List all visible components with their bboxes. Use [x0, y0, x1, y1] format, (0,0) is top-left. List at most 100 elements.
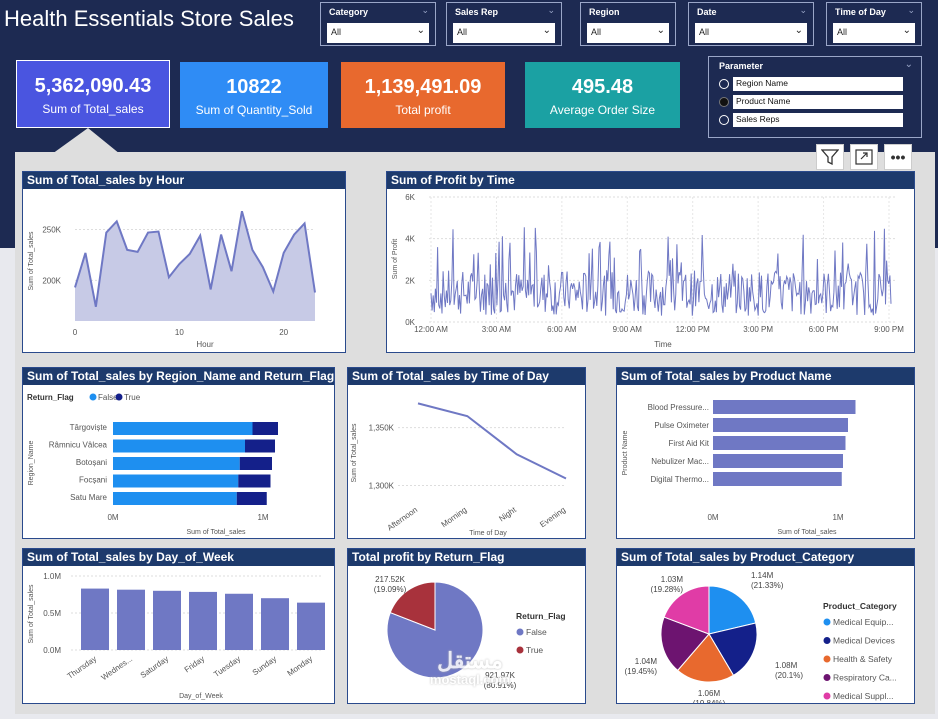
- bar: [81, 588, 109, 650]
- parameter-option-label: Product Name: [733, 95, 903, 109]
- chevron-down-icon: ⌄: [794, 25, 803, 36]
- legend-title: Return_Flag: [516, 611, 566, 621]
- more-options-icon[interactable]: •••: [884, 144, 912, 170]
- parameter-option[interactable]: Product Name: [719, 95, 905, 109]
- chart-title: Sum of Total_sales by Product_Category: [617, 549, 914, 566]
- focus-mode-icon[interactable]: [850, 144, 878, 170]
- chevron-up-icon[interactable]: ⌄: [907, 5, 915, 15]
- category-label: Digital Thermo...: [650, 475, 709, 484]
- slicer-category[interactable]: Category ⌄ All ⌄: [320, 2, 436, 46]
- category-label: Satu Mare: [70, 493, 107, 502]
- legend-marker: [823, 692, 831, 700]
- slicer-dropdown[interactable]: All ⌄: [327, 23, 429, 43]
- y-axis-label: Sum of Total_sales: [28, 231, 35, 291]
- chart-sales-by-product[interactable]: Sum of Total_sales by Product Name Blood…: [616, 367, 915, 539]
- chart-svg: 0K 2K 4K 6K 12:00 AM 3:00 AM 6:00 AM 9:00 AM 12:…: [392, 193, 904, 349]
- radio-icon[interactable]: [719, 79, 729, 89]
- y-axis-label: Region_Name: [28, 441, 35, 486]
- chart-profit-by-return[interactable]: Total profit by Return_Flag 921.97K (80.9…: [347, 548, 586, 704]
- kpi-quantity-sold[interactable]: 10822 Sum of Quantity_Sold: [180, 62, 328, 128]
- radio-icon[interactable]: [719, 115, 729, 125]
- bar: [261, 598, 289, 650]
- slicer-dropdown[interactable]: All ⌄: [833, 23, 915, 43]
- x-tick-label: 0M: [707, 513, 718, 522]
- chart-svg: Return_Flag False True Târgoviște Râmnicu Vâ…: [27, 393, 278, 536]
- y-axis-label: Product Name: [622, 431, 629, 476]
- chart-profit-by-time[interactable]: Sum of Profit by Time 0K 2K 4K 6K 12:00 AM 3:…: [386, 171, 915, 353]
- legend-label: Medical Devices: [833, 636, 895, 646]
- legend-marker: [115, 393, 123, 401]
- parameter-option-label: Sales Reps: [733, 113, 903, 127]
- x-axis-label: Day_of_Week: [179, 693, 223, 700]
- x-tick-label: 0M: [107, 513, 118, 522]
- x-tick-label: 12:00 PM: [676, 325, 711, 334]
- slicer-dropdown[interactable]: All ⌄: [695, 23, 807, 43]
- y-axis-label: Sum of Total_sales: [351, 423, 358, 483]
- x-tick-label: Friday: [183, 654, 206, 674]
- slicer-region[interactable]: Region All ⌄: [580, 2, 676, 46]
- category-label: Botoșani: [76, 458, 107, 467]
- y-tick-label: 2K: [405, 276, 415, 285]
- slicer-time-of-day[interactable]: Time of Day ⌄ All ⌄: [826, 2, 922, 46]
- x-tick-label: 6:00 PM: [809, 325, 839, 334]
- kpi-total-profit[interactable]: 1,139,491.09 Total profit: [341, 62, 505, 128]
- y-tick-label: 250K: [42, 226, 61, 235]
- slicer-date[interactable]: Date ⌄ All ⌄: [688, 2, 814, 46]
- chart-sales-by-hour[interactable]: Sum of Total_sales by Hour 200K 250K 0 10 20…: [22, 171, 346, 353]
- slicer-sales-rep[interactable]: Sales Rep ⌄ All ⌄: [446, 2, 562, 46]
- chart-sales-by-category[interactable]: Sum of Total_sales by Product_Category 1…: [616, 548, 915, 704]
- series-line: [417, 402, 567, 480]
- chevron-up-icon[interactable]: ⌄: [421, 5, 429, 15]
- data-label: 1.03M: [661, 575, 684, 584]
- filter-icon[interactable]: [816, 144, 844, 170]
- chart-title: Sum of Total_sales by Region_Name and Re…: [23, 368, 334, 385]
- category-label: Focșani: [79, 476, 107, 485]
- data-label-percent: (80.91%): [484, 681, 517, 690]
- chart-sales-by-day[interactable]: Sum of Total_sales by Day_of_Week 0.0M 0.…: [22, 548, 335, 704]
- legend-marker: [516, 628, 524, 636]
- y-tick-label: 1.0M: [43, 572, 61, 581]
- x-tick-label: 10: [175, 328, 184, 337]
- kpi-value: 495.48: [571, 76, 634, 98]
- slicer-value: All: [457, 27, 468, 37]
- slicer-label: Category: [329, 7, 369, 17]
- slicer-dropdown[interactable]: All ⌄: [587, 23, 669, 43]
- data-label: 1.14M: [751, 571, 774, 580]
- x-tick-label: Afternoon: [386, 505, 420, 532]
- area-fill: [75, 211, 315, 321]
- parameter-option-label: Region Name: [733, 77, 903, 91]
- kpi-caption: Sum of Total_sales: [42, 102, 144, 116]
- legend-label: False: [526, 627, 547, 637]
- parameter-option[interactable]: Region Name: [719, 77, 905, 91]
- kpi-total-sales[interactable]: 5,362,090.43 Sum of Total_sales: [16, 60, 170, 128]
- bar: [189, 591, 217, 650]
- legend-title: Return_Flag: [27, 393, 74, 402]
- kpi-average-order-size[interactable]: 495.48 Average Order Size: [525, 62, 680, 128]
- parameter-slicer[interactable]: Parameter ⌄ Region Name Product Name Sal…: [708, 56, 922, 138]
- chevron-up-icon[interactable]: ⌄: [799, 5, 807, 15]
- watermark-logo: مستقل mostaql.com: [405, 650, 535, 688]
- kpi-value: 10822: [226, 76, 282, 98]
- bar: [713, 400, 856, 414]
- data-label: 1.04M: [635, 657, 658, 666]
- x-tick-label: Morning: [440, 505, 469, 529]
- bar-segment: [236, 492, 267, 505]
- slicer-value: All: [837, 27, 848, 37]
- chevron-up-icon[interactable]: ⌄: [547, 5, 555, 15]
- chart-svg: Blood Pressure... Pulse Oximeter First Aid…: [622, 400, 856, 536]
- x-tick-label: 3:00 AM: [482, 325, 512, 334]
- slicer-label: Sales Rep: [455, 7, 499, 17]
- chevron-down-icon[interactable]: ⌄: [904, 59, 913, 70]
- legend-label: Medical Equip...: [833, 617, 893, 627]
- slicer-dropdown[interactable]: All ⌄: [453, 23, 555, 43]
- x-tick-label: 1M: [832, 513, 843, 522]
- legend-marker: [823, 618, 831, 626]
- bar-segment: [113, 457, 240, 470]
- chart-sales-by-region-return[interactable]: Sum of Total_sales by Region_Name and Re…: [22, 367, 335, 539]
- parameter-option[interactable]: Sales Reps: [719, 113, 905, 127]
- radio-selected-icon[interactable]: [719, 97, 729, 107]
- legend-marker: [89, 393, 97, 401]
- page-title: Health Essentials Store Sales: [4, 6, 294, 31]
- slicer-value: All: [331, 27, 342, 37]
- chart-sales-by-time-of-day[interactable]: Sum of Total_sales by Time of Day 1,300K…: [347, 367, 586, 539]
